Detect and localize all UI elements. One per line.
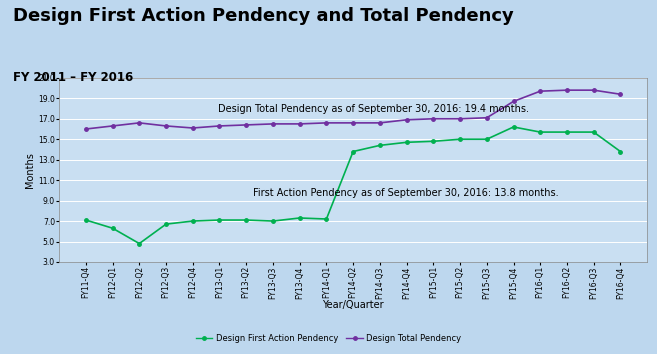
Design Total Pendency: [82, 127, 90, 131]
Design First Action Pendency: [590, 130, 598, 134]
Y-axis label: Months: Months: [26, 152, 35, 188]
Design First Action Pendency: [563, 130, 571, 134]
Design First Action Pendency: [510, 125, 518, 129]
Design Total Pendency: [456, 117, 464, 121]
Design Total Pendency: [242, 123, 250, 127]
Design First Action Pendency: [456, 137, 464, 141]
Design First Action Pendency: [108, 226, 116, 230]
Design Total Pendency: [403, 118, 411, 122]
Design Total Pendency: [590, 88, 598, 92]
X-axis label: Year/Quarter: Year/Quarter: [323, 300, 384, 310]
Design First Action Pendency: [349, 149, 357, 154]
Design First Action Pendency: [483, 137, 491, 141]
Design First Action Pendency: [536, 130, 544, 134]
Design First Action Pendency: [82, 218, 90, 222]
Design Total Pendency: [189, 126, 196, 130]
Design Total Pendency: [162, 124, 170, 128]
Line: Design First Action Pendency: Design First Action Pendency: [84, 125, 622, 245]
Design Total Pendency: [269, 122, 277, 126]
Design Total Pendency: [510, 99, 518, 103]
Design Total Pendency: [616, 92, 624, 96]
Design Total Pendency: [376, 121, 384, 125]
Design First Action Pendency: [616, 149, 624, 154]
Text: FY 2011 – FY 2016: FY 2011 – FY 2016: [13, 71, 133, 84]
Legend: Design First Action Pendency, Design Total Pendency: Design First Action Pendency, Design Tot…: [193, 331, 464, 346]
Design First Action Pendency: [189, 219, 196, 223]
Design First Action Pendency: [296, 216, 304, 220]
Design First Action Pendency: [215, 218, 223, 222]
Design Total Pendency: [349, 121, 357, 125]
Design First Action Pendency: [323, 217, 330, 221]
Design First Action Pendency: [242, 218, 250, 222]
Design First Action Pendency: [430, 139, 438, 143]
Design Total Pendency: [563, 88, 571, 92]
Design First Action Pendency: [162, 222, 170, 226]
Design Total Pendency: [323, 121, 330, 125]
Design First Action Pendency: [376, 143, 384, 148]
Text: Design First Action Pendency and Total Pendency: Design First Action Pendency and Total P…: [13, 7, 514, 25]
Design Total Pendency: [296, 122, 304, 126]
Line: Design Total Pendency: Design Total Pendency: [84, 88, 622, 131]
Design Total Pendency: [108, 124, 116, 128]
Design Total Pendency: [135, 121, 143, 125]
Design First Action Pendency: [269, 219, 277, 223]
Design First Action Pendency: [135, 241, 143, 246]
Design Total Pendency: [215, 124, 223, 128]
Design Total Pendency: [483, 116, 491, 120]
Design Total Pendency: [430, 117, 438, 121]
Text: Design Total Pendency as of September 30, 2016: 19.4 months.: Design Total Pendency as of September 30…: [218, 104, 529, 114]
Text: First Action Pendency as of September 30, 2016: 13.8 months.: First Action Pendency as of September 30…: [253, 188, 559, 198]
Design Total Pendency: [536, 89, 544, 93]
Design First Action Pendency: [403, 140, 411, 144]
